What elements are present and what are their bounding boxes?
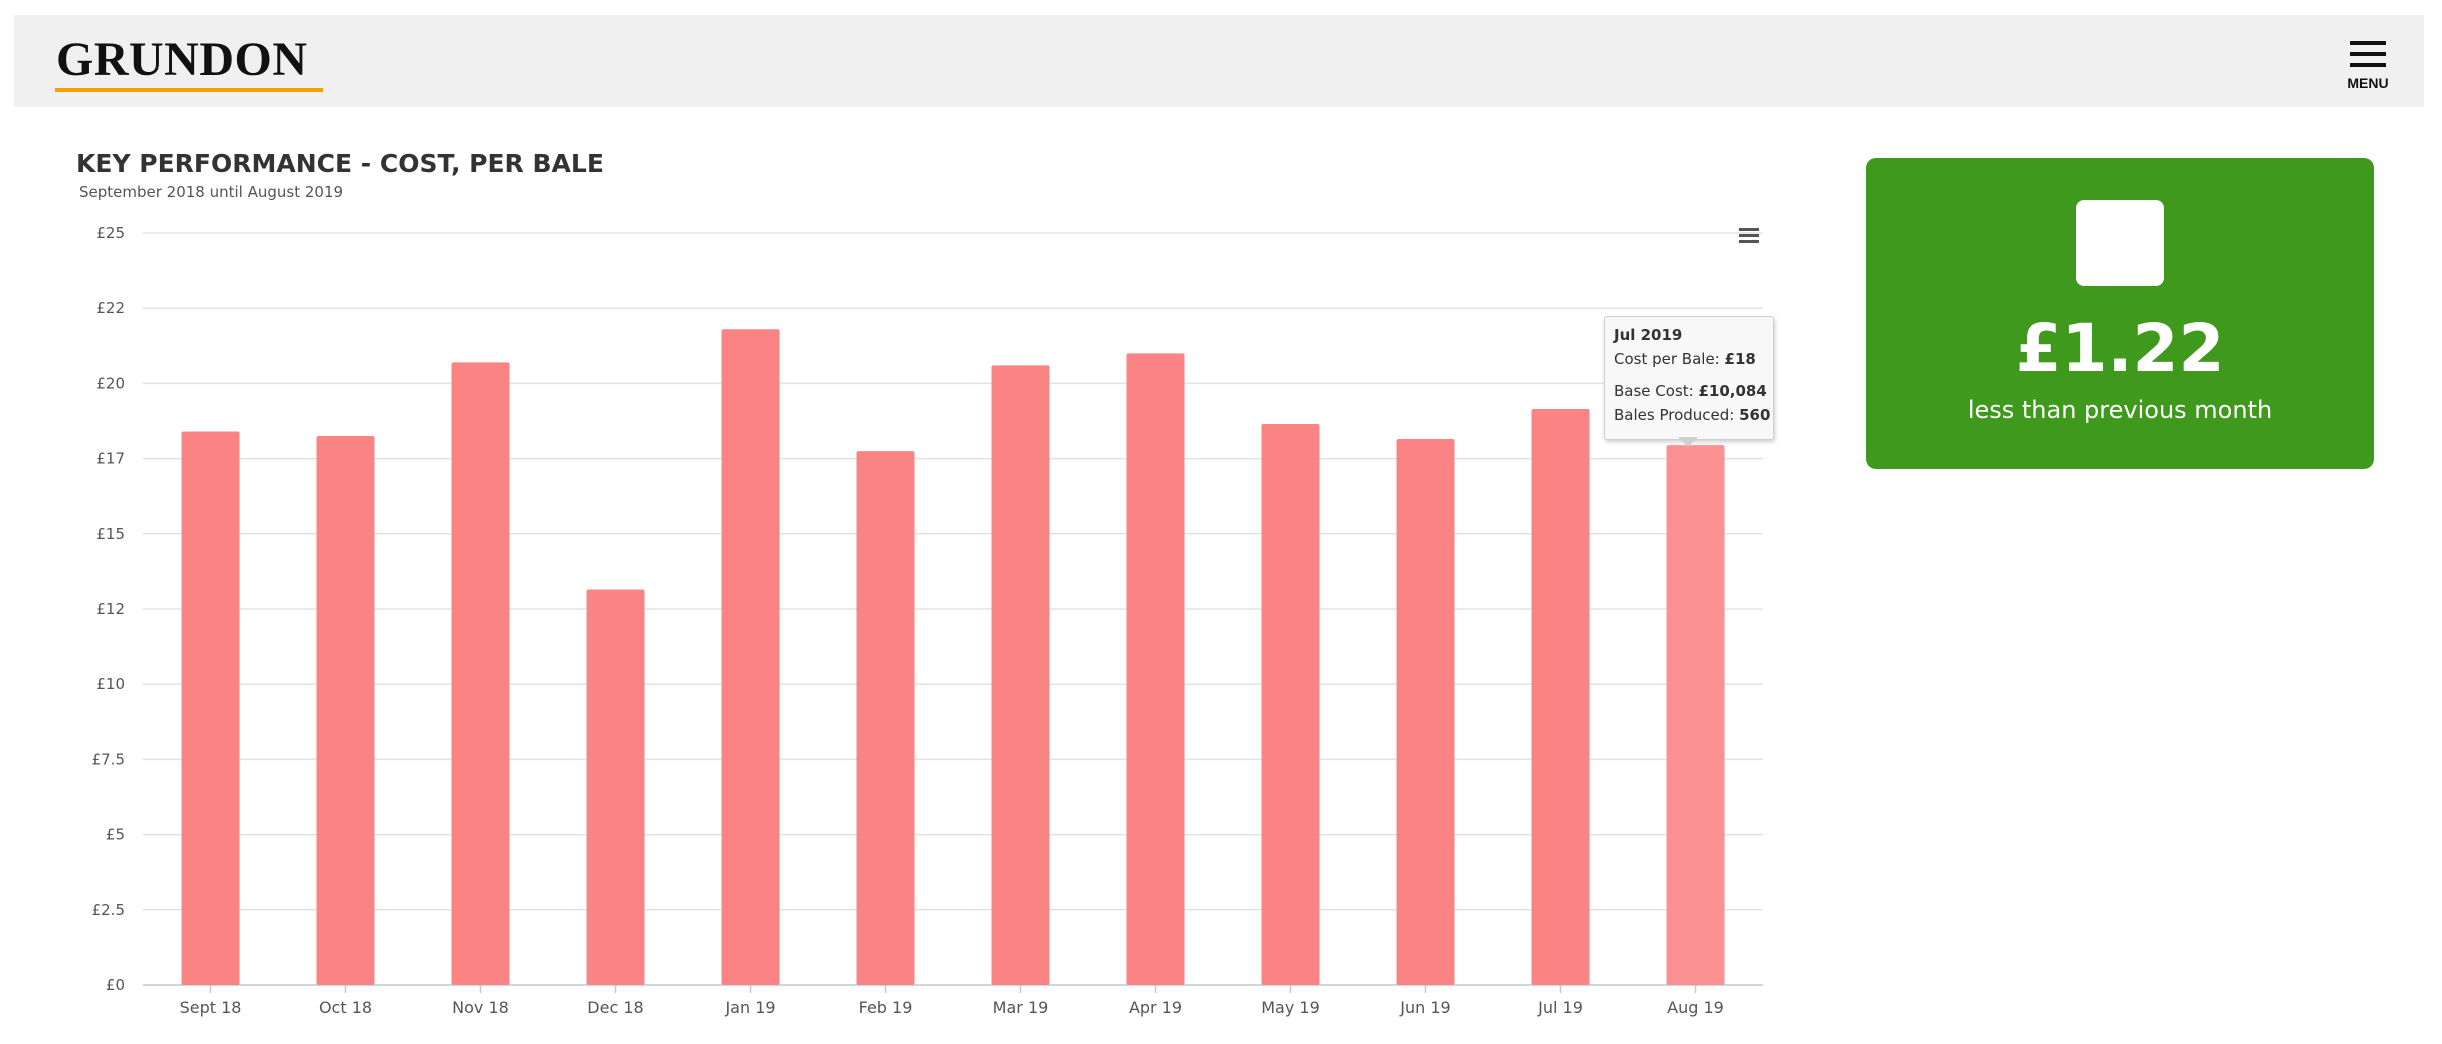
x-tick-label: Mar 19 xyxy=(993,998,1049,1017)
top-header: GRUNDON MENU xyxy=(14,15,2424,107)
x-tick-label: Dec 18 xyxy=(587,998,643,1017)
bar-chart: £0 £2.5 £5 £7.5 £10 £12 £15 £17 £20 £22 £25 Sept 18… xyxy=(92,224,1763,1017)
kpi-card: £1.22 less than previous month xyxy=(1866,158,2374,469)
chart-menu-icon xyxy=(1739,228,1759,231)
kpi-value: £1.22 xyxy=(2015,310,2225,387)
hamburger-icon-bar xyxy=(2350,52,2386,56)
chart-bar xyxy=(1396,439,1455,986)
chart-bar xyxy=(451,362,510,985)
y-tick-label: £0 xyxy=(106,976,125,994)
tooltip-title: Jul 2019 xyxy=(1614,326,1683,344)
grundon-logo[interactable]: GRUNDON xyxy=(56,33,308,86)
y-tick-label: £5 xyxy=(106,826,125,844)
chart-title: KEY PERFORMANCE - COST, PER BALE xyxy=(76,149,604,178)
chart-tooltip: Jul 2019 Cost per Bale: £18 Base Cost: £… xyxy=(1604,316,1774,440)
chart-subtitle: September 2018 until August 2019 xyxy=(79,183,344,201)
kpi-label: less than previous month xyxy=(1967,396,2273,424)
y-tick-label: £17 xyxy=(96,450,125,468)
chart-bar xyxy=(586,589,645,985)
y-tick-label: £22 xyxy=(96,299,125,317)
tooltip-bales-label: Bales Produced: xyxy=(1614,406,1735,424)
y-tick-label: £20 xyxy=(96,374,125,392)
chart-context-menu-button[interactable] xyxy=(1737,226,1761,246)
tooltip-bales-value: 560 xyxy=(1739,406,1771,424)
tooltip-base-value: £10,084 xyxy=(1698,382,1767,400)
x-tick-label: Jul 19 xyxy=(1537,998,1583,1017)
y-tick-label: £2.5 xyxy=(92,901,125,919)
menu-button[interactable]: MENU xyxy=(2346,39,2390,99)
chart-bar xyxy=(1261,424,1320,985)
y-tick-label: £10 xyxy=(96,675,125,693)
hamburger-icon xyxy=(2350,41,2386,45)
chart-bar xyxy=(721,329,780,986)
chart-menu-icon-bar xyxy=(1739,240,1759,243)
x-tick-label: Jun 19 xyxy=(1399,998,1450,1017)
x-tick-label: Jan 19 xyxy=(724,998,775,1017)
chart-bar xyxy=(1666,445,1725,986)
chart-bar xyxy=(991,365,1050,985)
chart-menu-icon-bar xyxy=(1739,234,1759,237)
menu-label: MENU xyxy=(2347,75,2389,91)
logo-underline xyxy=(55,88,323,92)
x-tick-label: Sept 18 xyxy=(180,998,242,1017)
tooltip-base-label: Base Cost: xyxy=(1614,382,1694,400)
x-tick-label: May 19 xyxy=(1261,998,1320,1017)
status-icon xyxy=(2076,200,2164,286)
chart-bar xyxy=(316,436,375,985)
chart-bar xyxy=(1126,353,1185,985)
x-tick-label: Feb 19 xyxy=(859,998,913,1017)
x-tick-label: Apr 19 xyxy=(1129,998,1182,1017)
chart-bar xyxy=(181,431,240,985)
chart-bar xyxy=(856,451,915,986)
x-tick-label: Nov 18 xyxy=(452,998,509,1017)
hamburger-icon-bar xyxy=(2350,63,2386,67)
y-tick-label: £25 xyxy=(96,224,125,242)
chart-bar xyxy=(1531,408,1590,985)
tooltip-cost-label: Cost per Bale: xyxy=(1614,350,1720,368)
y-tick-label: £12 xyxy=(96,600,125,618)
x-tick-label: Oct 18 xyxy=(319,998,372,1017)
y-tick-label: £7.5 xyxy=(92,750,125,768)
y-tick-label: £15 xyxy=(96,525,125,543)
x-tick-label: Aug 19 xyxy=(1667,998,1724,1017)
tooltip-cost-value: £18 xyxy=(1724,350,1756,368)
tooltip-arrow xyxy=(1678,437,1698,447)
